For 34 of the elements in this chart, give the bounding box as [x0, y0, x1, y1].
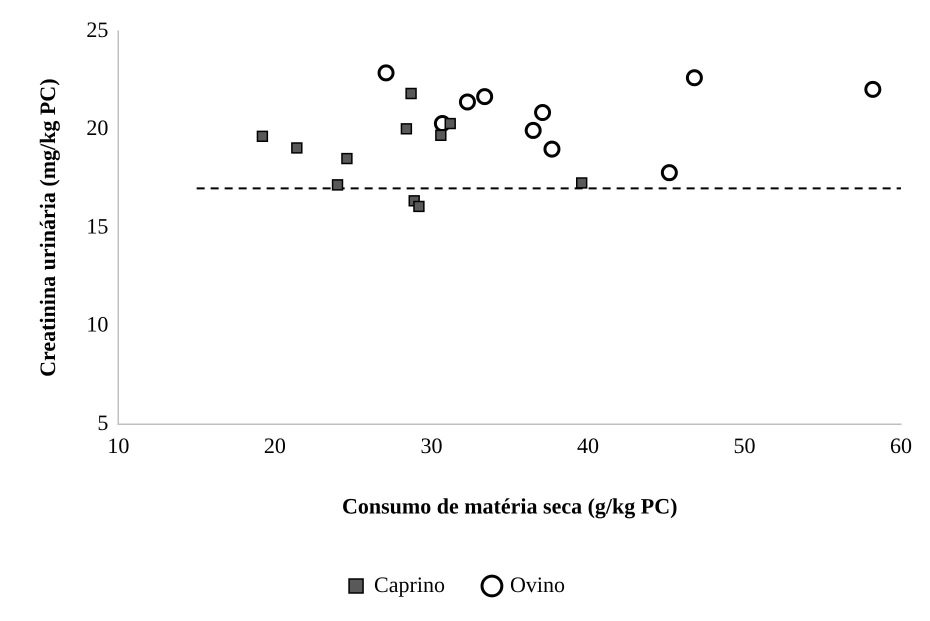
point [291, 142, 303, 154]
point [660, 164, 678, 182]
y-tick-label: 5 [97, 410, 108, 435]
point [458, 93, 476, 110]
point [405, 88, 417, 100]
x-axis-title: Consumo de matéria seca (g/kg PC) [342, 493, 678, 518]
point [332, 179, 344, 191]
point [543, 140, 560, 158]
x-tick-label: 60 [890, 433, 912, 458]
point [413, 200, 425, 212]
point [576, 177, 588, 189]
y-tick-label: 10 [86, 312, 108, 337]
x-tick-label: 30 [420, 433, 442, 458]
y-tick-label: 15 [86, 213, 108, 238]
y-tick-label: 25 [86, 16, 108, 42]
legend-label: Caprino [374, 572, 445, 597]
legend-label: Ovino [510, 572, 565, 597]
point [435, 130, 447, 142]
point [256, 130, 268, 142]
point [524, 122, 542, 139]
x-tick-label: 10 [107, 433, 130, 458]
y-tick-label: 20 [86, 115, 108, 140]
point [864, 80, 882, 98]
point [476, 88, 494, 106]
x-tick-label: 20 [264, 433, 286, 458]
point [400, 123, 412, 135]
point [444, 118, 456, 130]
x-tick-label: 50 [733, 433, 756, 458]
x-tick-label: 40 [576, 433, 599, 458]
y-axis-title: Creatinina urinária (mg/kg PC) [34, 78, 60, 377]
point [341, 152, 353, 164]
point [534, 104, 552, 122]
point [686, 69, 703, 86]
point [378, 64, 395, 82]
